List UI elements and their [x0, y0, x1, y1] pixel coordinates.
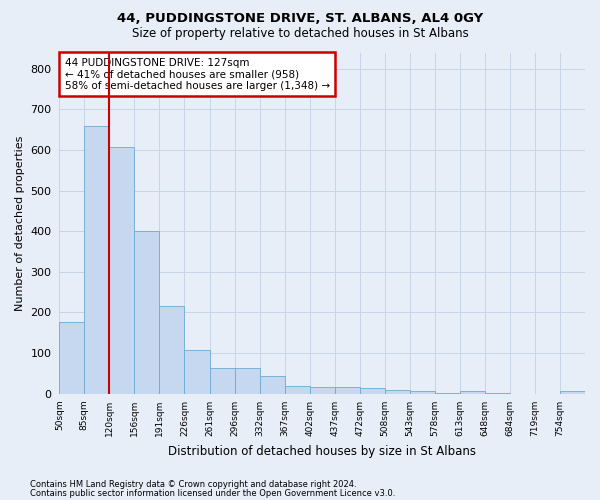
Text: Contains HM Land Registry data © Crown copyright and database right 2024.: Contains HM Land Registry data © Crown c… — [30, 480, 356, 489]
X-axis label: Distribution of detached houses by size in St Albans: Distribution of detached houses by size … — [168, 444, 476, 458]
Bar — [385, 390, 410, 394]
Bar — [109, 146, 134, 394]
Text: Contains public sector information licensed under the Open Government Licence v3: Contains public sector information licen… — [30, 488, 395, 498]
Bar — [335, 388, 360, 394]
Text: 44 PUDDINGSTONE DRIVE: 127sqm
← 41% of detached houses are smaller (958)
58% of : 44 PUDDINGSTONE DRIVE: 127sqm ← 41% of d… — [65, 58, 330, 91]
Bar — [160, 306, 184, 394]
Text: 44, PUDDINGSTONE DRIVE, ST. ALBANS, AL4 0GY: 44, PUDDINGSTONE DRIVE, ST. ALBANS, AL4 … — [117, 12, 483, 26]
Bar — [460, 390, 485, 394]
Bar — [260, 376, 284, 394]
Bar — [59, 322, 85, 394]
Bar — [310, 386, 335, 394]
Bar — [134, 231, 160, 394]
Bar — [235, 368, 260, 394]
Bar — [410, 390, 435, 394]
Text: Size of property relative to detached houses in St Albans: Size of property relative to detached ho… — [131, 28, 469, 40]
Bar — [284, 386, 310, 394]
Bar — [560, 390, 585, 394]
Bar — [360, 388, 385, 394]
Bar — [85, 126, 109, 394]
Bar — [209, 368, 235, 394]
Bar — [435, 392, 460, 394]
Bar — [184, 350, 209, 394]
Y-axis label: Number of detached properties: Number of detached properties — [15, 136, 25, 310]
